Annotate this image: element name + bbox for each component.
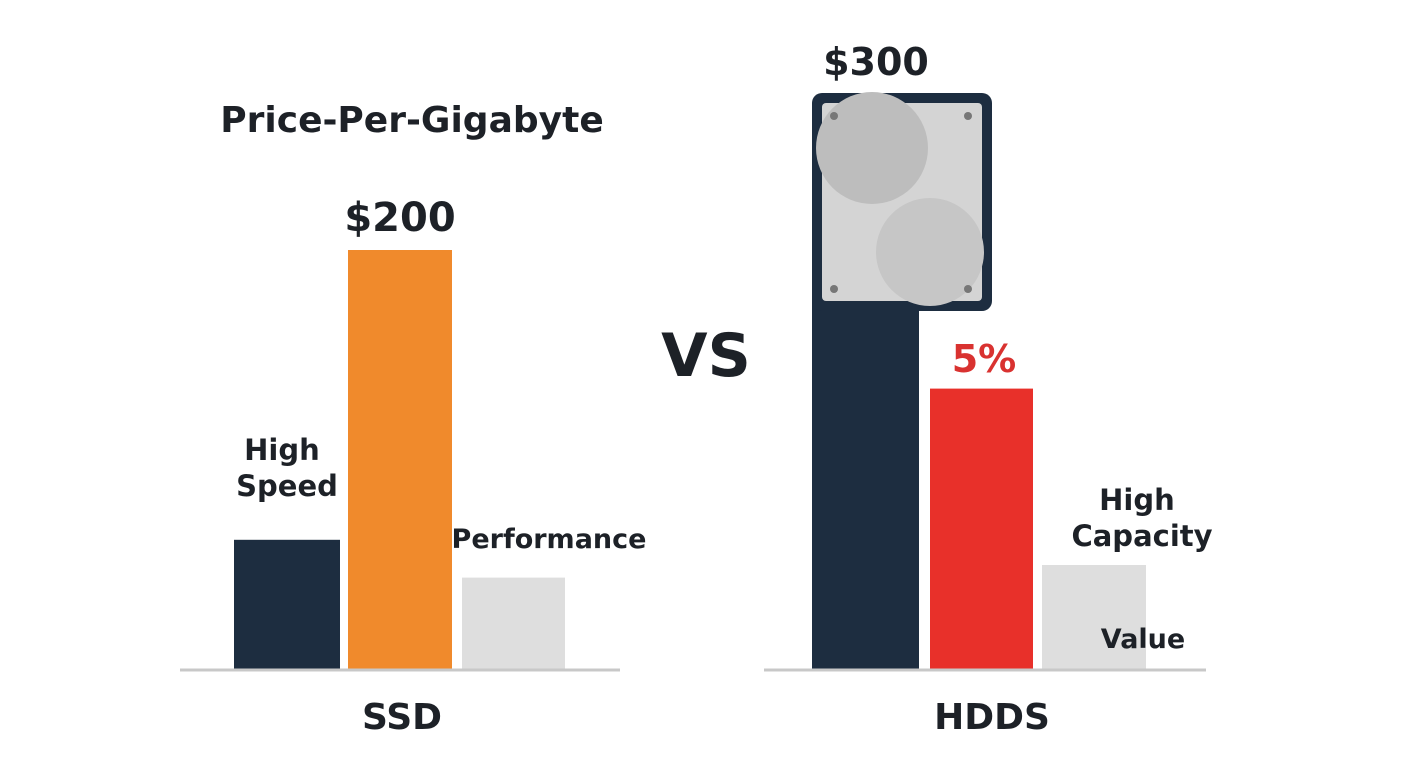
ssd-bar-price [348,250,452,670]
ssd-category-label-high-speed: High Speed [236,433,338,503]
hdd-bar-percent [930,388,1033,670]
ssd-group: Price-Per-Gigabyte High Speed $200 Perfo… [180,100,646,738]
ssd-chart-title: Price-Per-Gigabyte [220,100,603,141]
ssd-group-label: SSD [362,697,442,738]
vs-label: VS [661,321,751,391]
hdd-value-label-percent: 5% [952,337,1017,381]
hdd-group: $300 5% High Capacity Value HDDS [764,40,1213,738]
ssd-category-label-performance: Performance [452,524,647,555]
ssd-bar-performance [462,577,565,670]
hdd-inner-label-value: Value [1101,624,1185,655]
hdd-category-label-price: $300 [823,40,929,84]
hdd-bar-value [1042,565,1146,670]
hdd-bar-capacity-price [812,300,919,670]
hdd-category-label-high-capacity: High Capacity [1071,483,1212,553]
hdd-group-label: HDDS [934,697,1050,738]
ssd-bar-high-speed [234,539,340,670]
hard-drive-icon [812,92,992,311]
ssd-value-label-price: $200 [344,195,455,241]
